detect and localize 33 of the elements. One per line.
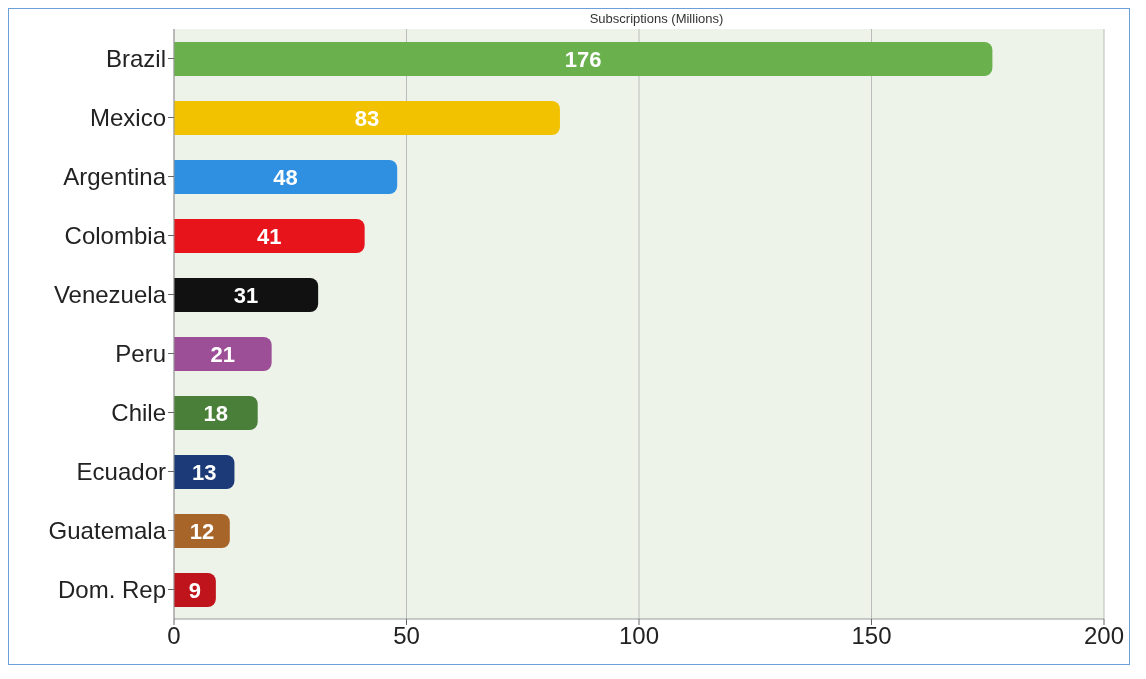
- y-tick-label: Chile: [111, 399, 166, 427]
- x-tick-label: 100: [618, 622, 660, 650]
- x-tick-label: 50: [393, 622, 420, 650]
- x-tick-label: 0: [167, 622, 181, 650]
- data-label: 83: [354, 105, 380, 131]
- y-tick-label: Colombia: [64, 222, 167, 250]
- data-label: 12: [189, 518, 215, 544]
- x-tick-label: 200: [1083, 622, 1125, 650]
- y-tick-label: Brazil: [105, 45, 166, 73]
- bar: [174, 337, 272, 371]
- data-label: 48: [273, 164, 298, 190]
- y-tick-label: Dom. Rep: [57, 576, 166, 604]
- bar: [174, 278, 319, 312]
- bar: [174, 160, 398, 194]
- bar: [174, 219, 365, 253]
- data-label: 18: [203, 400, 229, 426]
- y-tick-label: Peru: [115, 340, 166, 368]
- data-label: 176: [564, 46, 602, 72]
- bar: [174, 42, 993, 76]
- data-label: 31: [233, 282, 259, 308]
- data-label: 21: [210, 341, 236, 367]
- bar: [174, 101, 560, 135]
- y-tick-label: Guatemala: [48, 517, 167, 545]
- x-tick-label: 150: [851, 622, 892, 650]
- y-tick-label: Mexico: [89, 104, 166, 132]
- bar: [174, 396, 258, 430]
- chart-title: Subscriptions (Millions): [588, 11, 725, 26]
- y-tick-label: Argentina: [63, 163, 167, 191]
- data-label: 41: [257, 223, 282, 249]
- y-tick-label: Ecuador: [76, 458, 167, 486]
- y-tick-label: Venezuela: [53, 281, 167, 309]
- data-label: 13: [191, 459, 217, 485]
- data-label: 9: [188, 577, 202, 603]
